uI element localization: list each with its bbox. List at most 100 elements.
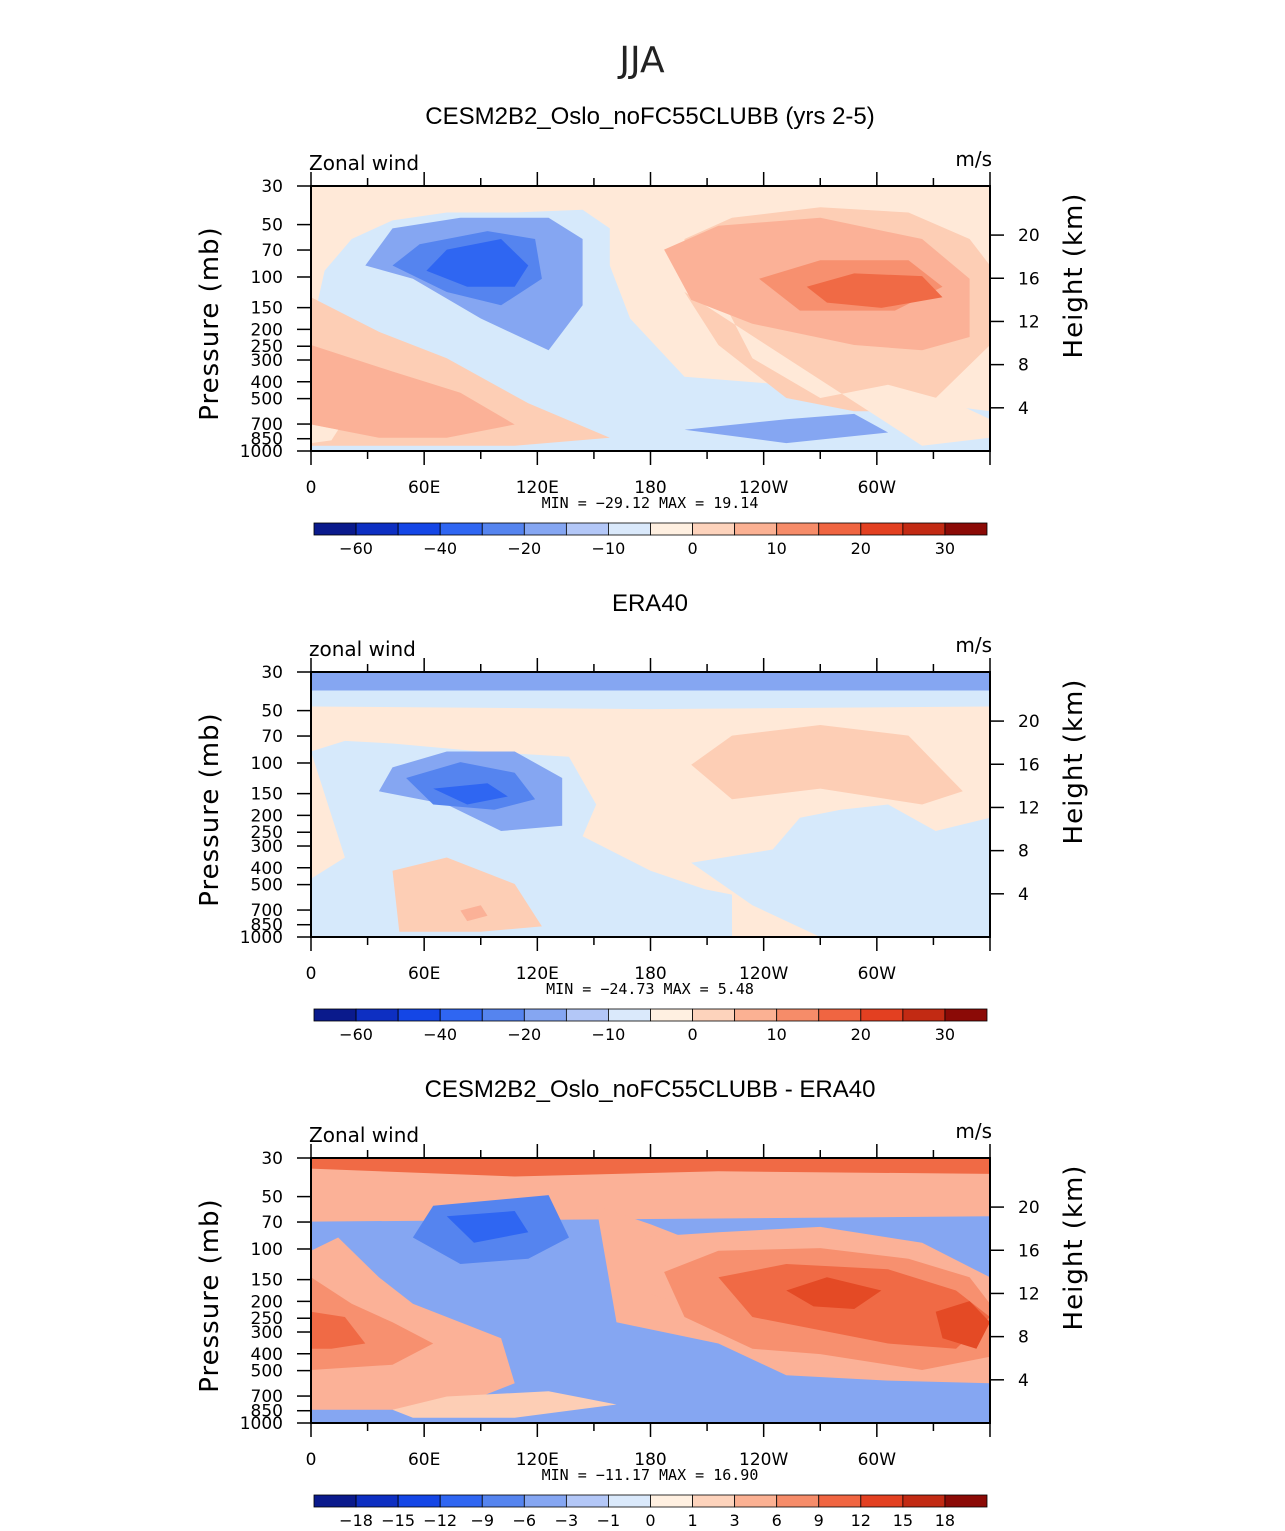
colorbar-swatch bbox=[692, 522, 736, 536]
colorbar-swatch bbox=[439, 1008, 483, 1022]
y2-tick-label: 12 bbox=[1018, 798, 1040, 818]
y-tick-label: 100 bbox=[251, 754, 283, 774]
y-tick-label: 30 bbox=[261, 177, 283, 197]
colorbar-swatch bbox=[860, 1008, 904, 1022]
units-label: m/s bbox=[955, 1119, 992, 1143]
contour-band bbox=[446, 1211, 529, 1243]
panels: CESM2B2_Oslo_noFC55CLUBB (yrs 2-5)Zonal … bbox=[195, 103, 1089, 1530]
x-tick-label: 120W bbox=[739, 478, 788, 498]
contour-band bbox=[806, 273, 943, 308]
y-tick-label: 400 bbox=[251, 1345, 283, 1365]
colorbar-swatch bbox=[692, 1494, 736, 1508]
y-tick-label: 250 bbox=[251, 337, 283, 357]
colorbar-swatch bbox=[776, 1494, 820, 1508]
min-max-stats: MIN = −11.17 MAX = 16.90 bbox=[542, 1466, 759, 1484]
figure-title: JJA bbox=[617, 40, 665, 81]
colorbar-swatch bbox=[608, 1494, 651, 1508]
y-tick-label: 30 bbox=[261, 1149, 283, 1169]
colorbar-swatch bbox=[313, 522, 357, 536]
colorbar-swatch bbox=[565, 522, 609, 536]
colorbar-swatch bbox=[523, 1008, 567, 1022]
x-tick-label: 180 bbox=[634, 1450, 666, 1470]
colorbar-label: 12 bbox=[851, 1511, 871, 1530]
y-tick-label: 850 bbox=[251, 1402, 283, 1422]
colorbar-label: −10 bbox=[592, 539, 626, 558]
colorbar-swatch bbox=[608, 1008, 651, 1022]
colorbar-swatch bbox=[734, 522, 778, 536]
y-tick-label: 70 bbox=[261, 1213, 283, 1233]
contour-band bbox=[433, 783, 508, 805]
contour-band bbox=[664, 278, 990, 446]
colorbar-swatch bbox=[355, 1008, 399, 1022]
y-tick-label: 700 bbox=[251, 1387, 283, 1407]
x-tick-label: 60W bbox=[858, 478, 897, 498]
contour-band bbox=[392, 857, 542, 932]
colorbar-label: −40 bbox=[423, 1025, 457, 1044]
y2-axis-title: Height (km) bbox=[1059, 193, 1089, 359]
units-label: m/s bbox=[955, 147, 992, 171]
colorbar-swatch bbox=[439, 522, 483, 536]
y-tick-label: 70 bbox=[261, 727, 283, 747]
colorbar-swatch bbox=[776, 522, 820, 536]
colorbar-swatch bbox=[944, 522, 988, 536]
contour-band bbox=[684, 413, 889, 444]
y2-axis-title: Height (km) bbox=[1059, 679, 1089, 845]
colorbar-label: 15 bbox=[893, 1511, 913, 1530]
y-tick-label: 1000 bbox=[240, 928, 283, 948]
x-tick-label: 60W bbox=[858, 964, 897, 984]
colorbar-swatch bbox=[734, 1008, 778, 1022]
colorbar-swatch bbox=[481, 1008, 525, 1022]
contour-field bbox=[311, 186, 990, 451]
x-tick-label: 120E bbox=[516, 478, 559, 498]
colorbar-label: −60 bbox=[339, 539, 373, 558]
contour-band bbox=[691, 804, 990, 937]
y2-tick-label: 20 bbox=[1018, 1198, 1040, 1218]
y2-tick-label: 12 bbox=[1018, 312, 1040, 332]
contour-band bbox=[311, 345, 515, 438]
y-axis-title: Pressure (mb) bbox=[195, 226, 225, 420]
y-tick-label: 850 bbox=[251, 916, 283, 936]
colorbar-swatch bbox=[650, 1008, 693, 1022]
x-tick-label: 120E bbox=[516, 1450, 559, 1470]
contour-band bbox=[311, 672, 990, 694]
contour-band bbox=[311, 1237, 515, 1410]
colorbar-swatch bbox=[818, 1494, 862, 1508]
colorbar-label: 0 bbox=[645, 1511, 655, 1530]
colorbar-label: 20 bbox=[851, 1025, 871, 1044]
colorbar-swatch bbox=[734, 1494, 778, 1508]
panel-title: CESM2B2_Oslo_noFC55CLUBB (yrs 2-5) bbox=[425, 103, 875, 130]
colorbar-swatch bbox=[397, 1008, 441, 1022]
y-tick-label: 150 bbox=[251, 299, 283, 319]
x-tick-label: 120W bbox=[739, 1450, 788, 1470]
colorbar-label: 6 bbox=[772, 1511, 782, 1530]
y-tick-label: 200 bbox=[251, 320, 283, 340]
y2-tick-label: 8 bbox=[1018, 842, 1029, 862]
colorbar: −60 −40 −20 −10 0 10 20 30 bbox=[313, 1008, 988, 1044]
contour-band bbox=[311, 1158, 990, 1177]
colorbar-label: −9 bbox=[470, 1511, 494, 1530]
colorbar-swatch bbox=[902, 1008, 946, 1022]
y2-tick-label: 8 bbox=[1018, 1328, 1029, 1348]
y-tick-label: 250 bbox=[251, 823, 283, 843]
colorbar-label: −3 bbox=[555, 1511, 579, 1530]
colorbar-swatch bbox=[565, 1494, 609, 1508]
colorbar-label: 10 bbox=[767, 539, 787, 558]
y-axis-title: Pressure (mb) bbox=[195, 1198, 225, 1392]
chart-panel-2: ERA40 zonal wind m/s 0 60E 120E 180 120W 60W 30 50… bbox=[195, 590, 1089, 1044]
y-tick-label: 500 bbox=[251, 1362, 283, 1382]
variable-label: Zonal wind bbox=[309, 151, 419, 175]
colorbar-label: −20 bbox=[507, 539, 541, 558]
variable-label: zonal wind bbox=[309, 637, 416, 661]
colorbar-swatch bbox=[902, 522, 946, 536]
colorbar-label: 3 bbox=[730, 1511, 740, 1530]
colorbar-swatch bbox=[776, 1008, 820, 1022]
contour-band bbox=[311, 1311, 366, 1349]
x-tick-label: 60E bbox=[408, 478, 440, 498]
colorbar-label: −20 bbox=[507, 1025, 541, 1044]
colorbar-swatch bbox=[481, 522, 525, 536]
colorbar-swatch bbox=[397, 522, 441, 536]
y-tick-label: 300 bbox=[251, 1323, 283, 1343]
y-tick-label: 70 bbox=[261, 241, 283, 261]
